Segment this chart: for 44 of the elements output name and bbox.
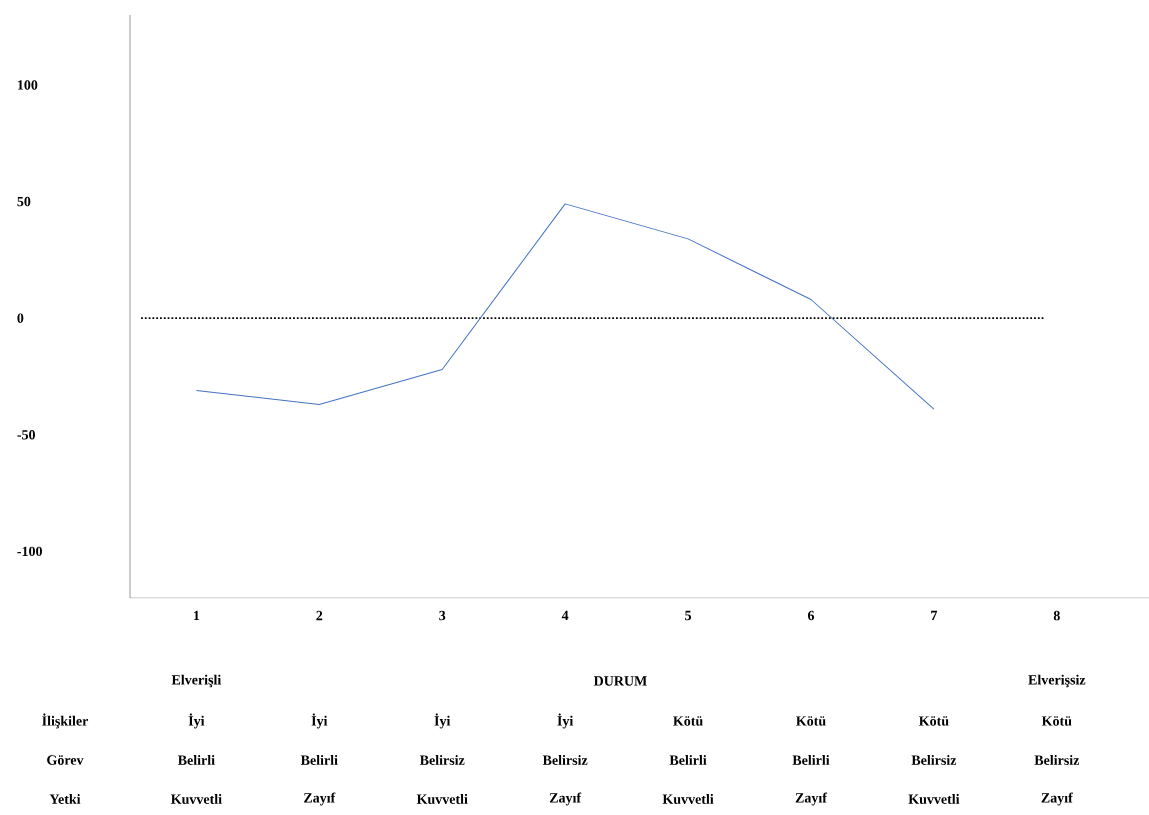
y-tick-label: 100 [18, 80, 38, 90]
y-tick-label: -50 [17, 430, 35, 440]
text: İyi [557, 713, 574, 729]
text: Belirli [300, 755, 338, 765]
text: Kuvvetli [170, 794, 222, 804]
y-tick-label: -100 [17, 546, 42, 557]
text: Elverişsiz [1028, 674, 1086, 688]
x-tick-label: 3 [439, 610, 446, 621]
text: Belirsiz [419, 755, 465, 765]
line-series [195, 203, 935, 410]
x-tick-label: 4 [561, 610, 569, 621]
text: Zayıf [304, 792, 336, 806]
text: Zayıf [549, 792, 582, 806]
text: Elverişli [171, 674, 222, 688]
text: Belirsiz [542, 755, 588, 765]
x-tick-label: 8 [1053, 610, 1060, 621]
text: Kötü [796, 716, 826, 726]
text: Kötü [673, 716, 703, 726]
y-tick-label: 0 [17, 313, 24, 323]
text: Kuvvetli [662, 794, 714, 804]
text: Belirsiz [1034, 755, 1080, 765]
text: Zayıf [1041, 792, 1073, 806]
x-tick-label: 6 [807, 610, 815, 621]
text: Belirsiz [911, 755, 957, 765]
x-tick-label: 2 [316, 610, 323, 621]
text: Kuvvetli [908, 794, 960, 804]
text: Kötü [1041, 716, 1072, 726]
text: Kötü [918, 716, 949, 726]
x-tick-label: 7 [931, 610, 938, 621]
text: Zayıf [795, 792, 828, 806]
text: İlişkiler [42, 713, 89, 729]
x-tick-label: 1 [194, 610, 200, 621]
text: İyi [311, 713, 328, 729]
text: Belirli [792, 755, 830, 765]
text: Belirli [177, 755, 215, 765]
text: Görev [47, 755, 84, 765]
text: Belirli [669, 755, 707, 765]
text: İyi [188, 713, 205, 729]
x-tick-label: 5 [685, 610, 692, 621]
y-tick-label: 50 [17, 196, 31, 207]
text: DURUM [593, 676, 647, 686]
text: Yetki [49, 794, 81, 804]
text: Kuvvetli [416, 794, 468, 804]
text: İyi [434, 713, 451, 729]
